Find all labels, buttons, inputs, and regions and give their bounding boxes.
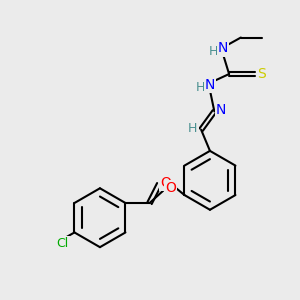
Text: N: N xyxy=(218,41,228,56)
Text: H: H xyxy=(208,45,218,58)
Text: S: S xyxy=(257,67,266,81)
Text: N: N xyxy=(205,78,215,92)
Text: H: H xyxy=(188,122,198,135)
Text: H: H xyxy=(196,81,205,94)
Text: O: O xyxy=(160,176,171,190)
Text: N: N xyxy=(216,103,226,117)
Text: Cl: Cl xyxy=(57,237,69,250)
Text: O: O xyxy=(165,181,176,195)
